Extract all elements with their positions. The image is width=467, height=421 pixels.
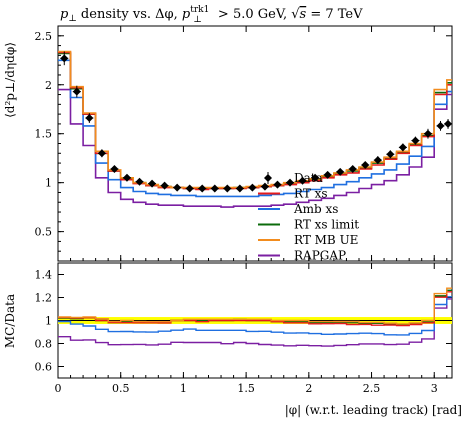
data-point: [173, 183, 182, 192]
data-point: [373, 156, 382, 165]
title-mid: density vs. Δφ,: [77, 7, 182, 22]
ratio-y-tick-label: 0.8: [35, 338, 53, 351]
data-point: [411, 136, 420, 145]
data-point: [235, 184, 244, 193]
ratio-line-amb-xs: [58, 296, 452, 336]
data-point: [398, 143, 407, 152]
x-tick-label: 1.5: [237, 382, 255, 395]
data-point: [97, 149, 106, 158]
legend-label: RT xs: [294, 187, 328, 201]
ratio-y-tick-label: 0.6: [35, 361, 53, 374]
data-point: [361, 161, 370, 170]
data-point: [110, 164, 119, 173]
data-point: [273, 180, 282, 189]
x-tick-label: 0.5: [112, 382, 130, 395]
x-axis-label: |φ| (w.r.t. leading track) [rad]: [285, 403, 462, 417]
y-axis-label: ⟨d²p⊥/dηdφ⟩: [3, 42, 17, 118]
title-sqrt: √: [291, 7, 300, 22]
title-s: s: [300, 7, 307, 22]
data-point: [185, 184, 194, 193]
data-point: [223, 184, 232, 193]
x-tick-label: 3: [431, 382, 438, 395]
legend-label: RT xs limit: [294, 218, 359, 232]
legend-marker-data: [264, 174, 272, 182]
data-point: [423, 129, 432, 138]
ratio-y-tick-label: 1.4: [35, 269, 53, 282]
ratio-y-tick-label: 1: [45, 315, 52, 328]
y-tick-label: 1: [45, 177, 52, 190]
series-line-rt-mb-ue: [58, 50, 452, 189]
data-point: [85, 114, 94, 123]
data-point: [436, 121, 445, 130]
ratio-line-rapgap: [58, 298, 452, 347]
ratio-plot: [57, 262, 453, 379]
y-tick-label: 2: [45, 79, 52, 92]
data-point: [298, 176, 307, 185]
data-point: [60, 54, 69, 63]
x-tick-label: 1: [180, 382, 187, 395]
data-point: [122, 173, 131, 182]
ratio-y-tick-label: 1.2: [35, 292, 53, 305]
x-tick-label: 0: [55, 382, 62, 395]
data-point: [210, 184, 219, 193]
legend-label: RAPGAP: [294, 249, 346, 263]
y-tick-label: 0.5: [35, 226, 53, 239]
ratio-y-axis-label: MC/Data: [3, 294, 17, 348]
series-line-amb-xs: [58, 59, 452, 198]
data-point: [72, 87, 81, 96]
data-point: [248, 183, 257, 192]
data-point: [160, 181, 169, 190]
legend-label: Data: [294, 171, 323, 185]
title-energy: = 7 TeV: [306, 7, 363, 22]
data-point: [148, 179, 157, 188]
data-point: [135, 177, 144, 186]
title-p2-sub: ⊥: [193, 15, 201, 25]
legend-label: RT MB UE: [294, 233, 358, 247]
title-p2-sup: trk1: [190, 5, 209, 15]
title-lead: p: [60, 7, 69, 22]
x-tick-label: 2.5: [363, 382, 381, 395]
data-point: [336, 167, 345, 176]
data-point: [444, 119, 453, 128]
data-point: [386, 150, 395, 159]
x-tick-label: 2: [305, 382, 312, 395]
y-tick-label: 1.5: [35, 128, 53, 141]
main-plot-frame: [57, 25, 453, 262]
data-point: [323, 170, 332, 179]
series-line-rapgap: [58, 88, 452, 208]
data-point: [348, 164, 357, 173]
y-tick-label: 2.5: [35, 30, 53, 43]
ratio-line-rt-xs: [58, 291, 452, 327]
data-point: [311, 173, 320, 182]
data-point: [198, 184, 207, 193]
legend-label: Amb xs: [293, 202, 338, 216]
title-cut: > 5.0 GeV,: [214, 7, 291, 22]
data-point: [286, 178, 295, 187]
title-p2: p: [182, 7, 191, 22]
data-point: [260, 182, 269, 191]
chart-title: p⊥ density vs. Δφ, ptrk1 ⊥ > 5.0 GeV, √s …: [60, 5, 363, 25]
main-plot: [57, 25, 453, 262]
ratio-line-rt-mb-ue: [58, 287, 452, 325]
series-line-rt-xs: [58, 51, 452, 191]
title-lead-sub: ⊥: [68, 14, 76, 24]
